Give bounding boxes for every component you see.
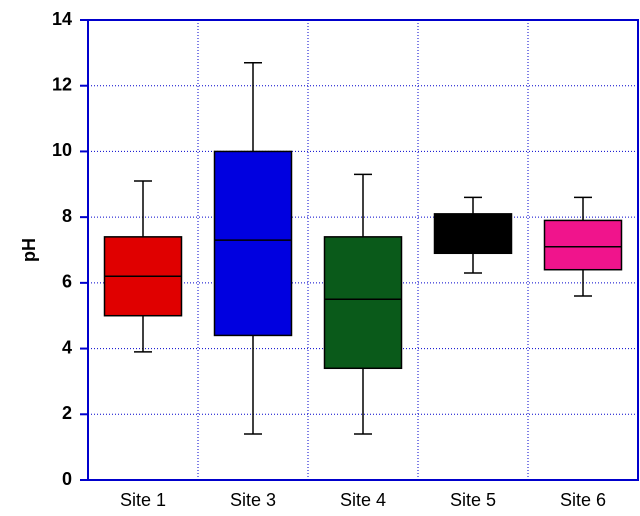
box xyxy=(433,213,513,255)
x-tick-label: Site 1 xyxy=(120,490,166,510)
box xyxy=(323,236,403,370)
y-tick-label: 4 xyxy=(62,337,72,357)
y-tick-label: 0 xyxy=(62,469,72,489)
x-tick-label: Site 6 xyxy=(560,490,606,510)
y-tick-label: 14 xyxy=(52,9,72,29)
y-tick-label: 2 xyxy=(62,403,72,423)
y-tick-label: 10 xyxy=(52,140,72,160)
x-tick-label: Site 5 xyxy=(450,490,496,510)
x-tick-label: Site 4 xyxy=(340,490,386,510)
box xyxy=(213,150,293,337)
y-axis-label: pH xyxy=(19,238,39,262)
y-tick-label: 12 xyxy=(52,74,72,94)
y-tick-label: 6 xyxy=(62,272,72,292)
x-tick-label: Site 3 xyxy=(230,490,276,510)
plot-frame xyxy=(87,19,639,481)
y-tick-label: 8 xyxy=(62,206,72,226)
box xyxy=(543,219,623,271)
